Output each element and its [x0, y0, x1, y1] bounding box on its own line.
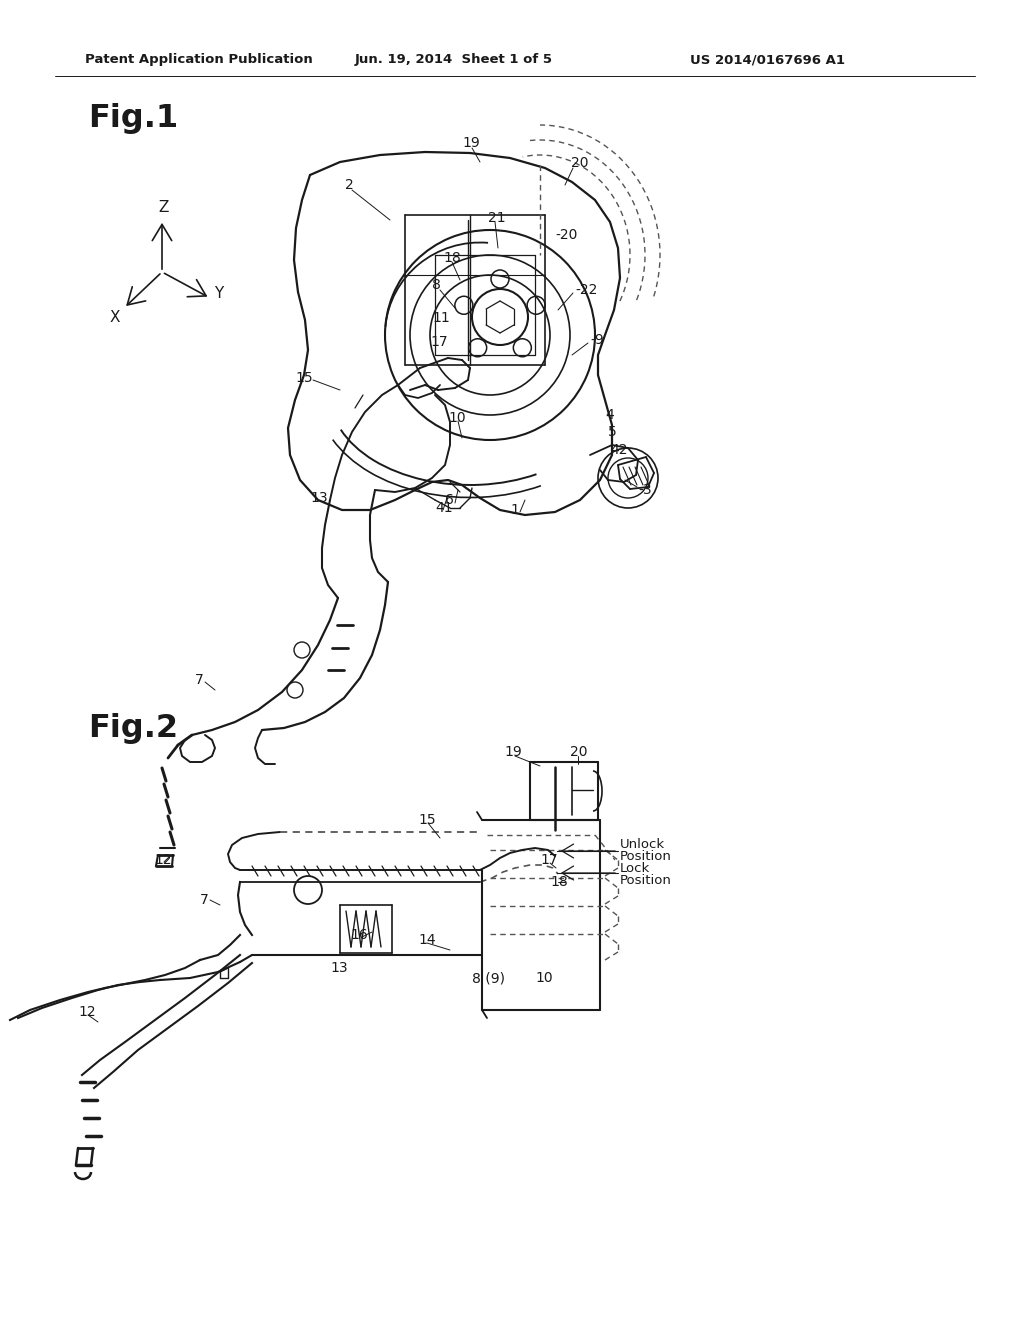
Text: 19: 19 — [462, 136, 480, 150]
Text: Lock: Lock — [620, 862, 650, 874]
Text: 12: 12 — [78, 1005, 95, 1019]
Text: Position: Position — [620, 874, 672, 887]
Text: US 2014/0167696 A1: US 2014/0167696 A1 — [690, 54, 845, 66]
Text: 17: 17 — [430, 335, 447, 348]
Text: 6: 6 — [445, 492, 454, 507]
Text: -3: -3 — [638, 483, 651, 498]
Text: Position: Position — [620, 850, 672, 863]
Text: 10: 10 — [449, 411, 466, 425]
Text: Unlock: Unlock — [620, 838, 666, 851]
Text: 14: 14 — [418, 933, 435, 946]
Text: 20: 20 — [571, 156, 589, 170]
Text: 18: 18 — [550, 875, 567, 888]
Text: 21: 21 — [488, 211, 506, 224]
Text: 18: 18 — [443, 251, 461, 265]
Text: 17: 17 — [540, 853, 558, 867]
Text: 13: 13 — [310, 491, 328, 506]
Text: Z: Z — [158, 199, 168, 214]
Text: 41: 41 — [435, 502, 453, 515]
Text: 13: 13 — [330, 961, 347, 975]
Text: 8: 8 — [432, 279, 441, 292]
Text: -20: -20 — [555, 228, 578, 242]
Text: 12: 12 — [154, 853, 172, 867]
Text: 15: 15 — [418, 813, 435, 828]
Text: 7: 7 — [200, 894, 209, 907]
Text: Fig.2: Fig.2 — [88, 713, 178, 743]
Text: 1: 1 — [510, 503, 519, 517]
Text: Jun. 19, 2014  Sheet 1 of 5: Jun. 19, 2014 Sheet 1 of 5 — [355, 54, 553, 66]
Text: 19: 19 — [504, 744, 522, 759]
Text: 15: 15 — [295, 371, 312, 385]
Text: 7: 7 — [195, 673, 204, 686]
Text: X: X — [110, 309, 121, 325]
Text: Patent Application Publication: Patent Application Publication — [85, 54, 312, 66]
Text: 11: 11 — [432, 312, 450, 325]
Text: 20: 20 — [570, 744, 588, 759]
Text: 8 (9): 8 (9) — [472, 972, 505, 985]
Text: Y: Y — [214, 286, 223, 301]
Text: 10: 10 — [535, 972, 553, 985]
Text: Fig.1: Fig.1 — [88, 103, 178, 133]
Text: 4: 4 — [605, 408, 613, 422]
Text: 2: 2 — [345, 178, 353, 191]
Text: -22: -22 — [575, 282, 597, 297]
Text: 5: 5 — [608, 425, 616, 440]
Text: 16: 16 — [350, 928, 368, 942]
Text: 42: 42 — [610, 444, 628, 457]
Text: -9: -9 — [590, 333, 604, 347]
